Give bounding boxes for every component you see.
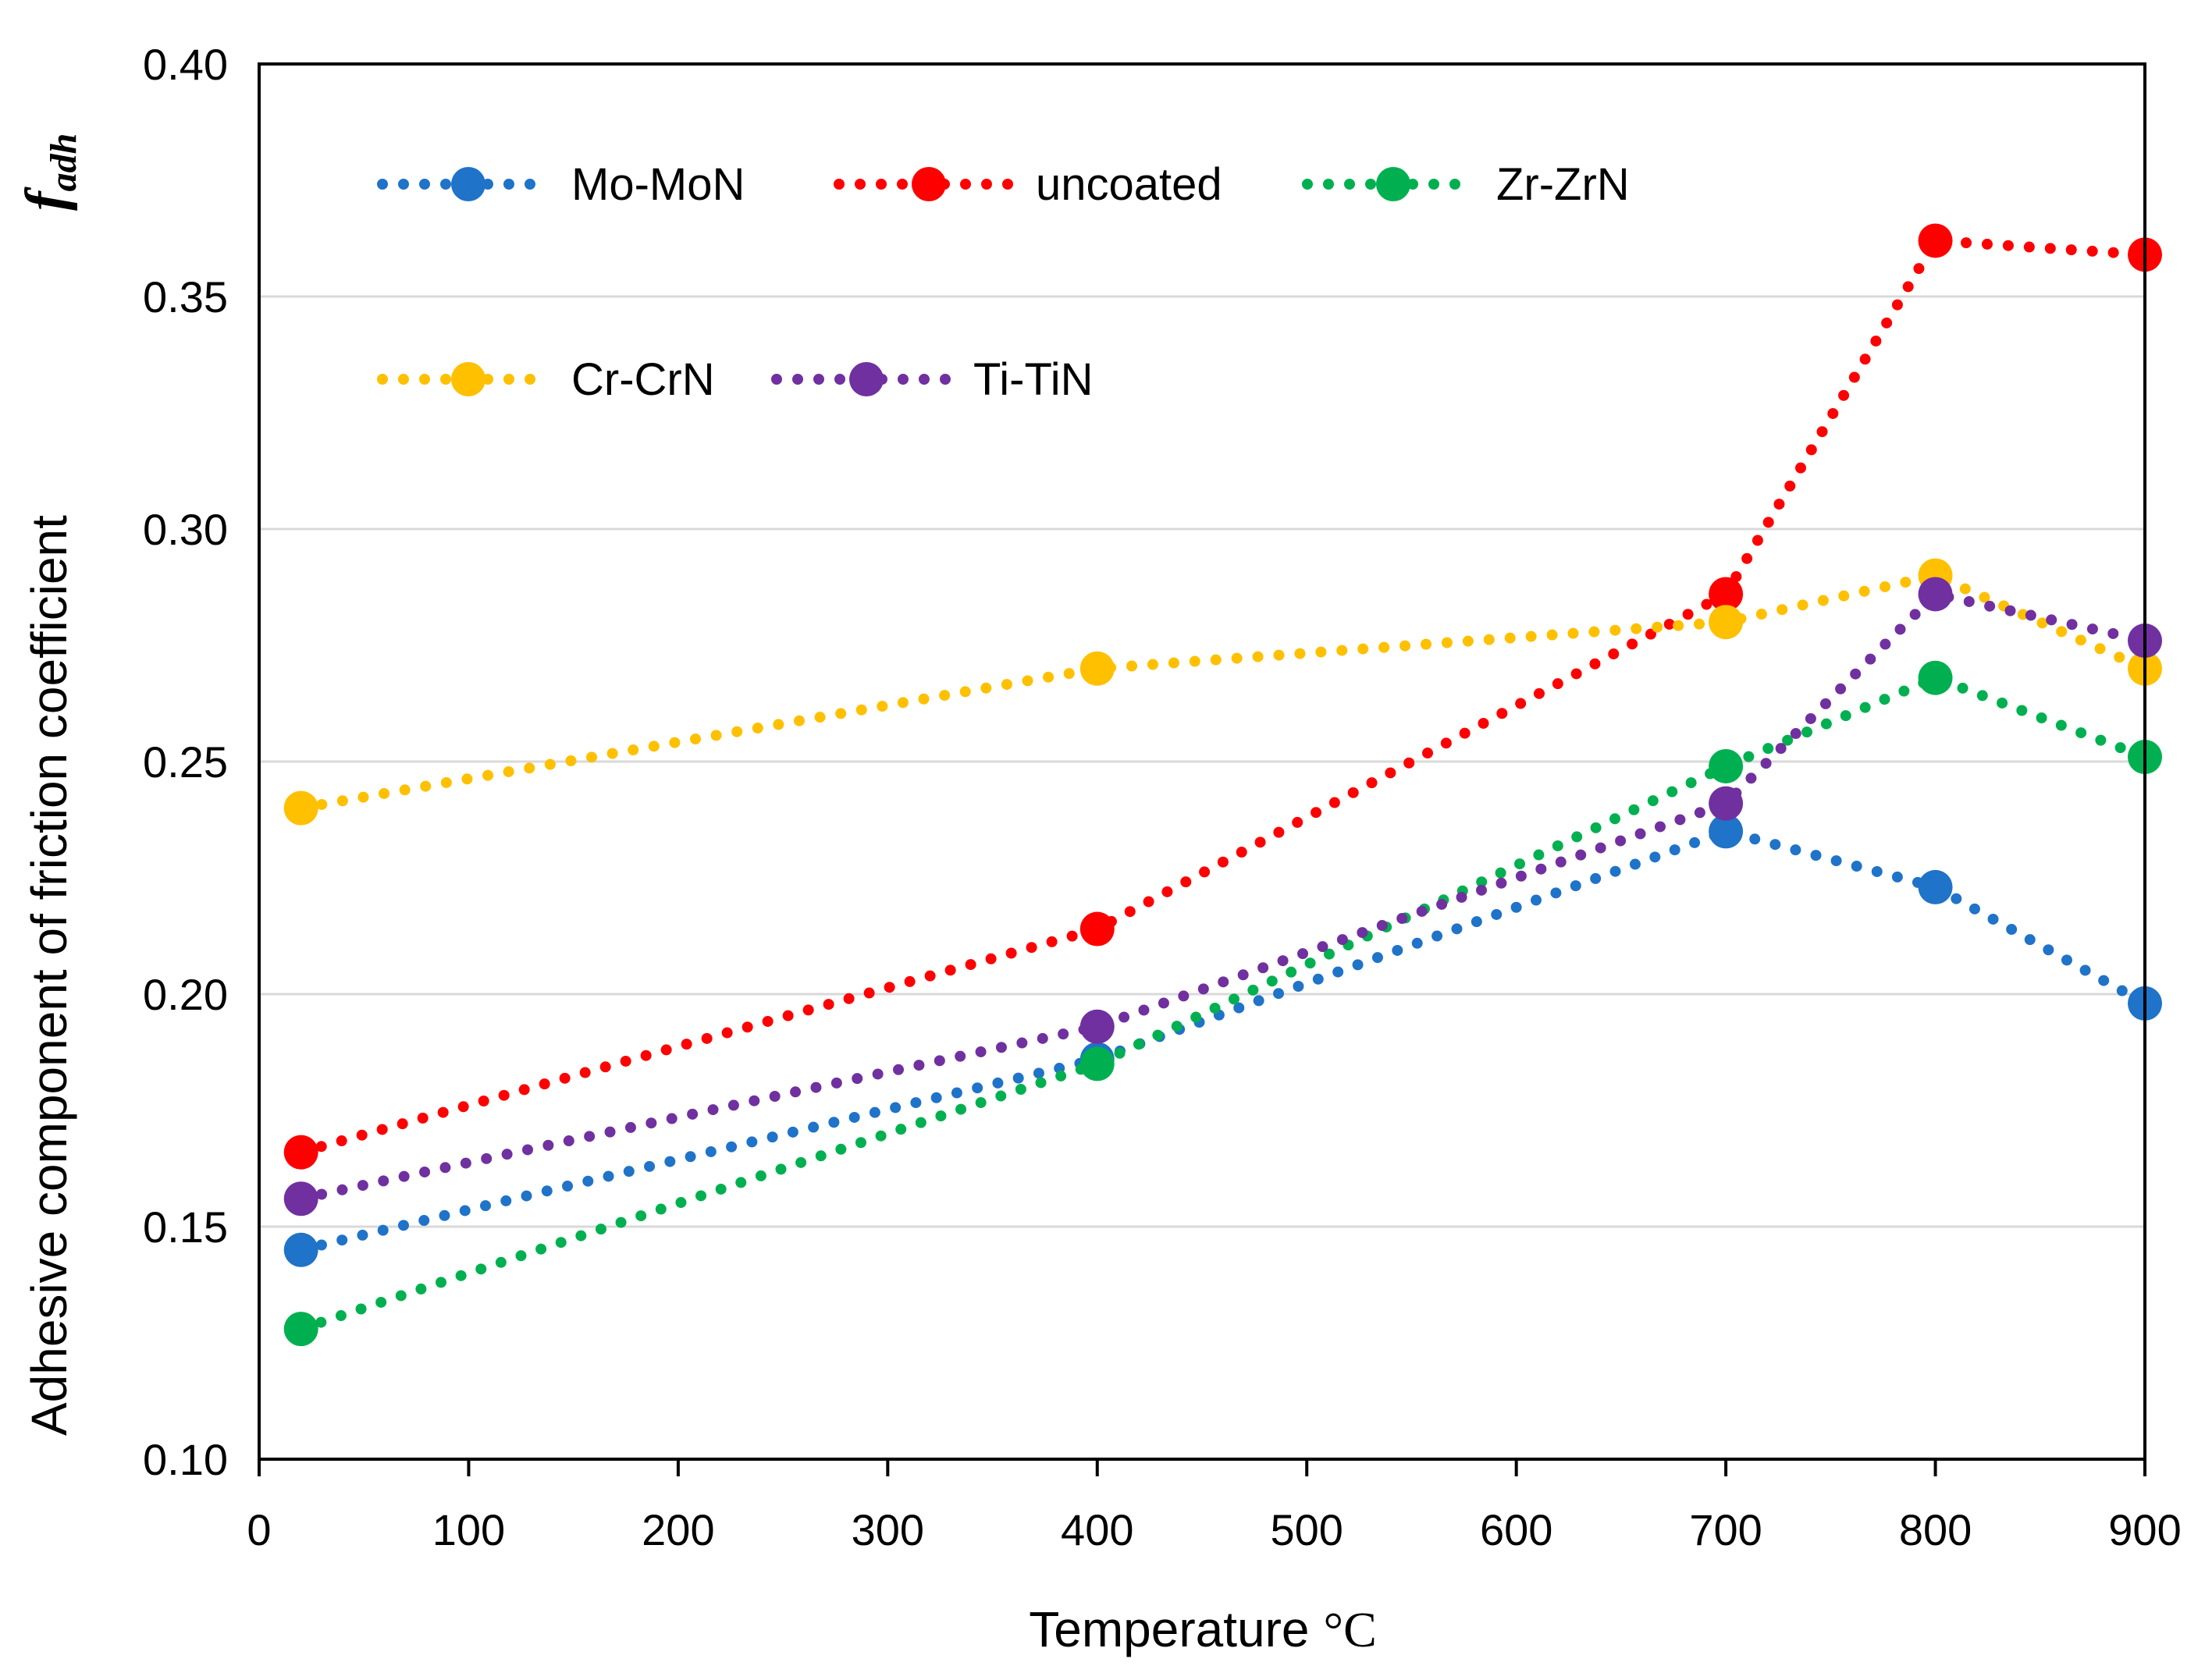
data-point-uncoated [283, 1135, 318, 1170]
y-axis-title: Adhesive component of friction coefficie… [14, 133, 84, 1436]
legend-item-cr-crn: Cr-CrN [377, 354, 715, 405]
data-point-uncoated [1918, 223, 1953, 258]
x-tick-label: 800 [1899, 1505, 1972, 1554]
legend-swatch-marker [451, 362, 485, 396]
legend-swatch-marker [451, 167, 485, 201]
y-tick-label: 0.35 [143, 272, 228, 321]
series-lines [283, 223, 2162, 1347]
series-line-ti-tin [295, 588, 2150, 1205]
data-point-cr-crn [1709, 605, 1744, 640]
series-line-zr-zrn [295, 672, 2150, 1335]
x-axis: 0 100 200 300 400 500 600 700 800 900 [247, 1459, 2182, 1554]
legend: Mo-MoN uncoated Zr-ZrN Cr-CrN Ti-TiN [377, 159, 1630, 405]
legend-swatch-marker [912, 167, 946, 201]
series-cr-crn [283, 558, 2162, 826]
x-axis-title-text: Temperature [1029, 1601, 1309, 1657]
y-axis-title-text: Adhesive component of friction coefficie… [21, 515, 77, 1436]
series-ti-tin [283, 577, 2162, 1216]
y-tick-label: 0.40 [143, 40, 228, 89]
data-point-ti-tin [283, 1181, 318, 1216]
y-axis: 0.10 0.15 0.20 0.25 0.30 0.35 0.40 [143, 40, 228, 1484]
legend-label: Ti-TiN [973, 354, 1094, 405]
x-tick-label: 200 [642, 1505, 714, 1554]
y-tick-label: 0.30 [143, 505, 228, 554]
y-tick-label: 0.20 [143, 970, 228, 1019]
legend-item-mo-mon: Mo-MoN [377, 159, 745, 210]
y-tick-label: 0.25 [143, 737, 228, 787]
series-uncoated [283, 223, 2162, 1170]
data-point-cr-crn [283, 790, 318, 826]
data-point-mo-mon [1709, 814, 1744, 849]
legend-label: Zr-ZrN [1496, 159, 1630, 210]
x-tick-label: 600 [1480, 1505, 1552, 1554]
legend-swatch-marker [1376, 167, 1410, 201]
series-mo-mon [283, 814, 2162, 1267]
plot-area [258, 62, 2146, 1461]
data-point-mo-mon [1918, 869, 1953, 904]
legend-label: Cr-CrN [571, 354, 715, 405]
y-tick-label: 0.10 [143, 1435, 228, 1484]
series-zr-zrn [283, 660, 2162, 1347]
x-tick-label: 400 [1061, 1505, 1133, 1554]
x-tick-label: 0 [247, 1505, 271, 1554]
data-point-ti-tin [1709, 786, 1744, 821]
legend-item-uncoated: uncoated [834, 159, 1222, 210]
y-tick-label: 0.15 [143, 1202, 228, 1252]
legend-label: Mo-MoN [571, 159, 745, 210]
legend-swatch-marker [849, 362, 884, 396]
x-axis-unit: °C [1324, 1602, 1377, 1657]
legend-item-zr-zrn: Zr-ZrN [1302, 159, 1630, 210]
data-point-zr-zrn [283, 1312, 318, 1347]
data-point-uncoated [1709, 577, 1744, 612]
x-tick-label: 100 [432, 1505, 505, 1554]
y-axis-symbol: fadh [14, 133, 84, 211]
data-point-ti-tin [1079, 1009, 1115, 1044]
legend-label: uncoated [1036, 159, 1222, 210]
data-point-mo-mon [283, 1232, 318, 1267]
series-line-mo-mon [295, 826, 2150, 1256]
x-tick-label: 500 [1271, 1505, 1343, 1554]
data-point-uncoated [1079, 911, 1115, 947]
data-point-zr-zrn [1918, 660, 1953, 695]
data-point-zr-zrn [1079, 1046, 1115, 1082]
data-point-ti-tin [1918, 577, 1953, 612]
x-tick-label: 900 [2108, 1505, 2181, 1554]
x-tick-label: 700 [1689, 1505, 1762, 1554]
x-tick-label: 300 [852, 1505, 924, 1554]
legend-item-ti-tin: Ti-TiN [771, 354, 1094, 405]
x-axis-title: Temperature °C [1029, 1601, 1377, 1657]
series-line-cr-crn [295, 570, 2150, 814]
data-point-cr-crn [1079, 651, 1115, 686]
data-point-zr-zrn [1709, 748, 1744, 783]
